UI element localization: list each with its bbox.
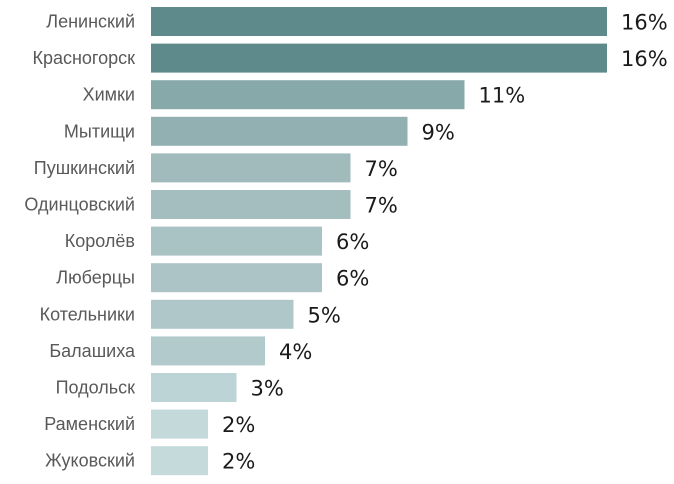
- category-label-7: Королёв: [65, 231, 135, 251]
- bar-6: [151, 190, 351, 219]
- value-label-3: 11%: [479, 84, 526, 108]
- value-label-2: 16%: [621, 47, 668, 71]
- bar-8: [151, 263, 322, 293]
- bar-5: [151, 153, 351, 183]
- category-label-3: Химки: [83, 85, 135, 105]
- category-label-2: Красногорск: [32, 48, 135, 68]
- value-label-10: 4%: [279, 340, 312, 364]
- bar-12: [151, 409, 208, 439]
- category-label-6: Одинцовский: [24, 195, 135, 215]
- category-label-10: Балашиха: [49, 341, 136, 361]
- value-label-13: 2%: [222, 450, 255, 474]
- category-label-5: Пушкинский: [34, 158, 135, 178]
- value-label-9: 5%: [308, 303, 341, 327]
- value-label-5: 7%: [365, 157, 398, 181]
- bar-3: [151, 80, 465, 110]
- bar-11: [151, 373, 237, 402]
- bar-10: [151, 336, 265, 366]
- bars-group: [151, 7, 607, 476]
- value-label-4: 9%: [422, 120, 455, 144]
- bar-1: [151, 7, 607, 36]
- category-labels: Ленинский Красногорск Химки Мытищи Пушкински…: [24, 12, 136, 471]
- value-labels: 16% 16% 11% 9% 7% 7% 6% 6% 5% 4% 3% 2% 2%: [222, 11, 668, 474]
- bar-13: [151, 446, 208, 476]
- category-label-9: Котельники: [40, 304, 135, 324]
- value-label-1: 16%: [621, 11, 668, 35]
- value-label-11: 3%: [251, 377, 284, 401]
- category-label-4: Мытищи: [64, 121, 135, 141]
- bar-7: [151, 226, 322, 256]
- bar-9: [151, 299, 294, 329]
- category-label-13: Жуковский: [45, 451, 135, 471]
- category-label-12: Раменский: [44, 414, 135, 434]
- category-label-11: Подольск: [56, 378, 136, 398]
- category-label-1: Ленинский: [46, 12, 135, 32]
- bar-2: [151, 43, 607, 73]
- value-label-6: 7%: [365, 194, 398, 218]
- value-label-8: 6%: [336, 267, 369, 291]
- category-label-8: Люберцы: [56, 268, 135, 288]
- bar-4: [151, 116, 408, 146]
- value-label-12: 2%: [222, 413, 255, 437]
- value-label-7: 6%: [336, 230, 369, 254]
